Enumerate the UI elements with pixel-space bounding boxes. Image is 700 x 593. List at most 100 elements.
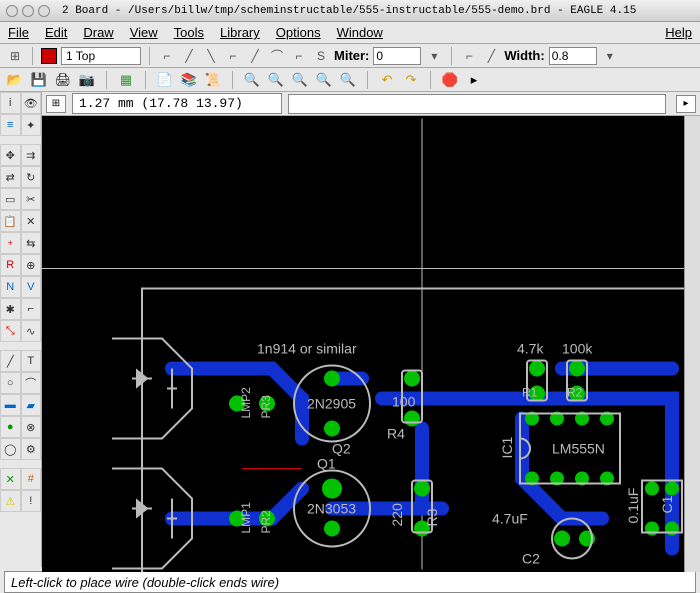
menu-draw[interactable]: Draw bbox=[83, 25, 113, 40]
status-bar: Left-click to place wire (double-click e… bbox=[4, 571, 696, 593]
wire-bend-2[interactable]: ╱ bbox=[180, 47, 198, 65]
svg-text:Q1: Q1 bbox=[317, 456, 336, 472]
value-tool[interactable]: V bbox=[21, 276, 42, 298]
svg-text:Q2: Q2 bbox=[332, 441, 351, 457]
menu-edit[interactable]: Edit bbox=[45, 25, 67, 40]
wire-bend-8[interactable]: S bbox=[312, 47, 330, 65]
gateswap-tool[interactable]: ⊕ bbox=[21, 254, 42, 276]
grid-btn[interactable]: ⊞ bbox=[46, 95, 66, 113]
menu-view[interactable]: View bbox=[130, 25, 158, 40]
width-input[interactable] bbox=[549, 47, 597, 65]
erc-tool[interactable]: ⚠ bbox=[0, 490, 21, 512]
command-input[interactable] bbox=[288, 94, 666, 114]
add-tool[interactable]: + bbox=[0, 232, 21, 254]
hole-tool[interactable]: ◯ bbox=[0, 438, 21, 460]
poly-tool[interactable]: ▰ bbox=[21, 394, 42, 416]
menu-library[interactable]: Library bbox=[220, 25, 260, 40]
menu-tools[interactable]: Tools bbox=[174, 25, 204, 40]
zoom-light[interactable] bbox=[38, 5, 50, 17]
layer-select[interactable] bbox=[61, 47, 141, 65]
script-icon[interactable]: 📜 bbox=[204, 71, 222, 89]
wire-bend-6[interactable]: ⌒ bbox=[268, 47, 286, 65]
open-icon[interactable]: 📂 bbox=[6, 71, 24, 89]
mirror-tool[interactable]: ⇄ bbox=[0, 166, 21, 188]
style-1[interactable]: ⌐ bbox=[460, 47, 478, 65]
menu-bar: File Edit Draw View Tools Library Option… bbox=[0, 22, 700, 44]
copy-tool[interactable]: ⇉ bbox=[21, 144, 42, 166]
stop-icon[interactable]: 🛑 bbox=[441, 71, 459, 89]
style-2[interactable]: ╱ bbox=[482, 47, 500, 65]
lib-icon[interactable]: 📚 bbox=[180, 71, 198, 89]
go-icon[interactable]: ▸ bbox=[465, 71, 483, 89]
eye-tool[interactable]: 👁 bbox=[21, 92, 42, 114]
menu-file[interactable]: File bbox=[8, 25, 29, 40]
delete-tool[interactable]: ✕ bbox=[21, 210, 42, 232]
arc-tool[interactable]: ⌒ bbox=[21, 372, 42, 394]
paste-tool[interactable]: 📋 bbox=[0, 210, 21, 232]
main-area: i👁 ≡✦ ✥⇉ ⇄↻ ▭✂ 📋✕ +⇆ R⊕ NV ✱⌐ ⤡∿ ╱T ○⌒ ▬… bbox=[0, 92, 700, 567]
layer-tool[interactable]: ≡ bbox=[0, 114, 21, 136]
split-tool[interactable]: ⤡ bbox=[0, 320, 21, 342]
wire-bend-3[interactable]: ╲ bbox=[202, 47, 220, 65]
cam-icon[interactable]: 📷 bbox=[78, 71, 96, 89]
status-text: Left-click to place wire (double-click e… bbox=[11, 575, 279, 590]
text-tool[interactable]: T bbox=[21, 350, 42, 372]
close-light[interactable] bbox=[6, 5, 18, 17]
svg-text:R4: R4 bbox=[387, 426, 405, 442]
cut-tool[interactable]: ✂ bbox=[21, 188, 42, 210]
redo-icon[interactable]: ↷ bbox=[402, 71, 420, 89]
zoom-select-icon[interactable]: 🔍 bbox=[339, 71, 357, 89]
smash-tool[interactable]: ✱ bbox=[0, 298, 21, 320]
grid-icon[interactable]: ⊞ bbox=[6, 47, 24, 65]
menu-window[interactable]: Window bbox=[337, 25, 383, 40]
group-tool[interactable]: ▭ bbox=[0, 188, 21, 210]
name-tool[interactable]: N bbox=[0, 276, 21, 298]
wire-bend-4[interactable]: ⌐ bbox=[224, 47, 242, 65]
canvas-area: ⊞ 1.27 mm (17.78 13.97) ▸ bbox=[42, 92, 700, 567]
zoom-out-icon[interactable]: 🔍 bbox=[267, 71, 285, 89]
change-tool[interactable]: ⚙ bbox=[21, 438, 42, 460]
zoom-fit-icon[interactable]: 🔍 bbox=[291, 71, 309, 89]
go-button[interactable]: ▸ bbox=[676, 95, 696, 113]
pinswap-tool[interactable]: ⇆ bbox=[21, 232, 42, 254]
wire-tool[interactable]: ╱ bbox=[0, 350, 21, 372]
circle-tool[interactable]: ○ bbox=[0, 372, 21, 394]
print-icon[interactable]: 🖨 bbox=[54, 71, 72, 89]
sheet-icon[interactable]: 📄 bbox=[156, 71, 174, 89]
zoom-redraw-icon[interactable]: 🔍 bbox=[315, 71, 333, 89]
svg-text:100: 100 bbox=[392, 394, 416, 410]
optimize-tool[interactable]: ∿ bbox=[21, 320, 42, 342]
auto-tool[interactable]: # bbox=[21, 468, 42, 490]
rect-tool[interactable]: ▬ bbox=[0, 394, 21, 416]
menu-help[interactable]: Help bbox=[665, 25, 692, 40]
vertical-scrollbar[interactable] bbox=[684, 116, 700, 572]
board-canvas[interactable]: 1n914 or similar 2N2905 Q2 2N3053 Q1 100… bbox=[42, 116, 684, 572]
info-tool[interactable]: i bbox=[0, 92, 21, 114]
ratsnest-tool[interactable]: ✕ bbox=[0, 468, 21, 490]
miter-tool[interactable]: ⌐ bbox=[21, 298, 42, 320]
svg-text:LMP2: LMP2 bbox=[239, 387, 253, 419]
svg-text:100k: 100k bbox=[562, 341, 593, 357]
board-icon[interactable]: ▦ bbox=[117, 71, 135, 89]
wire-bend-5[interactable]: ╱ bbox=[246, 47, 264, 65]
wire-bend-7[interactable]: ⌐ bbox=[290, 47, 308, 65]
svg-text:4.7uF: 4.7uF bbox=[492, 511, 528, 527]
wire-bend-1[interactable]: ⌐ bbox=[158, 47, 176, 65]
mark-tool[interactable]: ✦ bbox=[21, 114, 42, 136]
layer-color-swatch[interactable] bbox=[41, 48, 57, 64]
save-icon[interactable]: 💾 bbox=[30, 71, 48, 89]
coord-bar: ⊞ 1.27 mm (17.78 13.97) ▸ bbox=[42, 92, 700, 116]
miter-input[interactable] bbox=[373, 47, 421, 65]
zoom-in-icon[interactable]: 🔍 bbox=[243, 71, 261, 89]
move-tool[interactable]: ✥ bbox=[0, 144, 21, 166]
via-tool[interactable]: ● bbox=[0, 416, 21, 438]
rotate-tool[interactable]: ↻ bbox=[21, 166, 42, 188]
replace-tool[interactable]: R bbox=[0, 254, 21, 276]
miter-dropdown-icon[interactable]: ▾ bbox=[425, 47, 443, 65]
menu-options[interactable]: Options bbox=[276, 25, 321, 40]
errors-tool[interactable]: ! bbox=[21, 490, 42, 512]
undo-icon[interactable]: ↶ bbox=[378, 71, 396, 89]
width-dropdown-icon[interactable]: ▾ bbox=[601, 47, 619, 65]
signal-tool[interactable]: ⊗ bbox=[21, 416, 42, 438]
min-light[interactable] bbox=[22, 5, 34, 17]
